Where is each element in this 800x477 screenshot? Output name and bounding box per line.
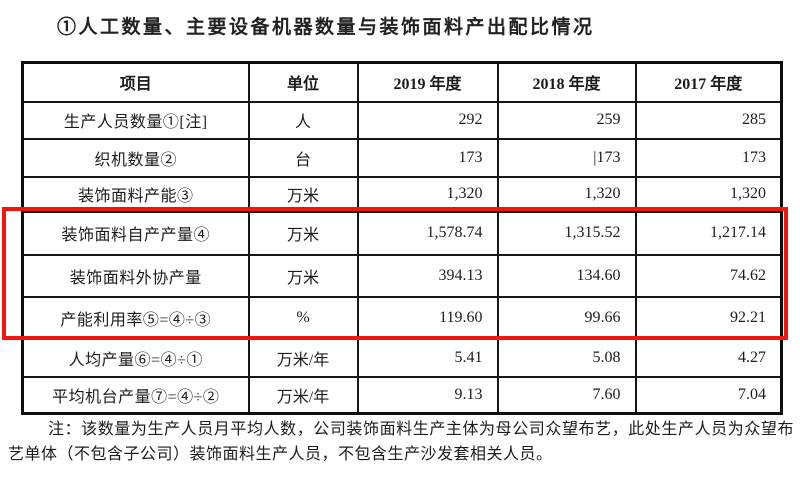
row-value-2019: 5.41 <box>356 337 499 378</box>
table-header-row: 项目 单位 2019 年度 2018 年度 2017 年度 <box>21 61 783 103</box>
production-ratio-table: 项目 单位 2019 年度 2018 年度 2017 年度 生产人员数量①[注]… <box>21 61 783 415</box>
table-row-capacity-utilization: 产能利用率⑤=④÷③ % 119.60 99.66 92.21 <box>21 295 783 340</box>
row-unit: 万米/年 <box>247 337 359 378</box>
row-value-2018: 259 <box>496 100 637 140</box>
row-value-2018: 7.60 <box>496 375 637 415</box>
row-unit: % <box>247 295 359 340</box>
header-unit: 单位 <box>247 61 359 103</box>
row-value-2019: 292 <box>356 100 499 140</box>
table-row-outsourced-output: 装饰面料外协产量 万米 394.13 134.60 74.62 <box>21 253 783 298</box>
section-title: ①人工数量、主要设备机器数量与装饰面料产出配比情况 <box>57 17 595 38</box>
row-value-2018: 134.60 <box>496 253 637 298</box>
row-value-2017: 173 <box>634 137 783 178</box>
row-value-2018: 1,320 <box>496 175 637 213</box>
row-item-label: 装饰面料产能③ <box>21 175 250 213</box>
row-item-label: 装饰面料自产产量④ <box>21 210 250 256</box>
row-value-2019: 394.13 <box>356 253 499 298</box>
row-value-2018: 5.08 <box>496 337 637 378</box>
table-row-production-staff: 生产人员数量①[注] 人 292 259 285 <box>21 100 783 140</box>
row-value-2019: 173 <box>356 137 499 178</box>
row-value-2017: 7.04 <box>634 375 783 415</box>
row-item-label: 装饰面料外协产量 <box>21 253 250 298</box>
row-value-2018: 1,315.52 <box>496 210 637 256</box>
row-item-label: 人均产量⑥=④÷① <box>21 337 250 378</box>
row-unit: 万米 <box>247 253 359 298</box>
table-row-self-produced-output: 装饰面料自产产量④ 万米 1,578.74 1,315.52 1,217.14 <box>21 210 783 256</box>
row-value-2017: 74.62 <box>634 253 783 298</box>
row-item-label: 平均机台产量⑦=④÷② <box>21 375 250 415</box>
header-year-2019: 2019 年度 <box>356 61 499 103</box>
row-value-2017: 285 <box>634 100 783 140</box>
row-value-2018: |173 <box>496 137 637 178</box>
row-unit: 台 <box>247 137 359 178</box>
row-unit: 万米 <box>247 175 359 213</box>
row-item-label: 产能利用率⑤=④÷③ <box>21 295 250 340</box>
header-year-2017: 2017 年度 <box>634 61 783 103</box>
header-item: 项目 <box>21 61 250 103</box>
row-value-2017: 4.27 <box>634 337 783 378</box>
table-row-average-machine-output: 平均机台产量⑦=④÷② 万米/年 9.13 7.60 7.04 <box>21 375 783 415</box>
footnote: 注：该数量为生产人员月平均人数，公司装饰面料生产主体为母公司众望布艺，此处生产人… <box>8 421 794 463</box>
row-unit: 人 <box>247 100 359 140</box>
row-value-2019: 1,578.74 <box>356 210 499 256</box>
header-year-2018: 2018 年度 <box>496 61 637 103</box>
row-value-2017: 92.21 <box>634 295 783 340</box>
row-value-2017: 1,217.14 <box>634 210 783 256</box>
row-value-2019: 1,320 <box>356 175 499 213</box>
row-item-label: 生产人员数量①[注] <box>21 100 250 140</box>
row-value-2017: 1,320 <box>634 175 783 213</box>
row-unit: 万米 <box>247 210 359 256</box>
table-row-per-capita-output: 人均产量⑥=④÷① 万米/年 5.41 5.08 4.27 <box>21 337 783 378</box>
table-row-loom-count: 织机数量② 台 173 |173 173 <box>21 137 783 178</box>
table-row-fabric-capacity: 装饰面料产能③ 万米 1,320 1,320 1,320 <box>21 175 783 213</box>
row-unit: 万米/年 <box>247 375 359 415</box>
row-value-2019: 9.13 <box>356 375 499 415</box>
row-value-2018: 99.66 <box>496 295 637 340</box>
row-value-2019: 119.60 <box>356 295 499 340</box>
row-item-label: 织机数量② <box>21 137 250 178</box>
